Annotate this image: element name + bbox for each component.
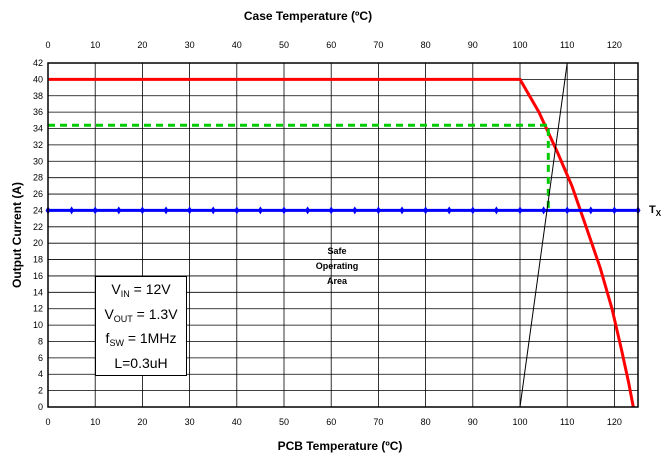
series-marker: [352, 206, 358, 215]
x-axis-title: PCB Temperature (ºC): [278, 439, 403, 453]
top-x-tick-label: 40: [232, 40, 242, 50]
y-tick-label: 20: [33, 238, 43, 248]
y-tick-label: 34: [33, 124, 43, 134]
series-marker: [564, 206, 570, 215]
y-tick-label: 36: [33, 107, 43, 117]
bottom-x-ticks: 0 10 20 30 40 50 60 70 80 90 100 110 120: [45, 417, 621, 427]
y-tick-label: 32: [33, 140, 43, 150]
series-marker: [446, 206, 452, 215]
top-x-tick-label: 120: [607, 40, 622, 50]
y-tick-label: 8: [38, 336, 43, 346]
series-marker: [139, 206, 145, 215]
x-tick-label: 10: [90, 417, 100, 427]
series-marker: [375, 206, 381, 215]
series-marker: [92, 206, 98, 215]
x-tick-label: 70: [373, 417, 383, 427]
y-tick-label: 6: [38, 353, 43, 363]
top-x-tick-label: 50: [279, 40, 289, 50]
y-tick-label: 24: [33, 205, 43, 215]
x-tick-label: 90: [468, 417, 478, 427]
y-tick-label: 30: [33, 156, 43, 166]
top-x-tick-label: 30: [185, 40, 195, 50]
series-marker: [163, 206, 169, 215]
y-tick-label: 26: [33, 189, 43, 199]
series-marker: [399, 206, 405, 215]
series-marker: [611, 206, 617, 215]
chart-title: Case Temperature (ºC): [244, 9, 372, 23]
series-marker: [541, 206, 547, 215]
y-tick-label: 2: [38, 386, 43, 396]
x-tick-label: 20: [137, 417, 147, 427]
top-x-tick-label: 20: [137, 40, 147, 50]
top-x-tick-label: 60: [326, 40, 336, 50]
series-line-4: [519, 62, 568, 408]
tx-label: TX: [649, 204, 662, 218]
series-marker: [234, 206, 240, 215]
plot-frame: [47, 62, 639, 408]
y-tick-label: 40: [33, 74, 43, 84]
top-x-tick-label: 10: [90, 40, 100, 50]
series-marker: [281, 206, 287, 215]
series-marker: [517, 206, 523, 215]
series-marker: [588, 206, 594, 215]
x-tick-label: 30: [185, 417, 195, 427]
x-tick-label: 120: [607, 417, 622, 427]
series-marker: [305, 206, 311, 215]
y-tick-label: 0: [38, 402, 43, 412]
series-marker: [257, 206, 263, 215]
top-x-tick-label: 110: [560, 40, 574, 50]
top-x-tick-label: 80: [421, 40, 431, 50]
top-x-tick-label: 90: [468, 40, 478, 50]
series-line-3: [48, 123, 550, 211]
series-marker: [493, 206, 499, 215]
y-tick-label: 22: [33, 222, 43, 232]
series-marker: [423, 206, 429, 215]
inductor-condition: L=0.3uH: [114, 355, 168, 372]
top-x-tick-label: 70: [373, 40, 383, 50]
series-marker: [116, 206, 122, 215]
operating-conditions-box: VIN = 12V VOUT = 1.3V fSW = 1MHz L=0.3uH: [95, 276, 187, 376]
x-tick-label: 60: [326, 417, 336, 427]
series-marker: [187, 206, 193, 215]
y-tick-label: 18: [33, 255, 43, 265]
y-tick-label: 10: [33, 320, 43, 330]
y-tick-label: 12: [33, 304, 43, 314]
x-tick-label: 80: [421, 417, 431, 427]
x-tick-label: 40: [232, 417, 242, 427]
y-tick-label: 38: [33, 91, 43, 101]
y-axis-title: Output Current (A): [10, 182, 24, 288]
safe-operating-area-label: Safe Operating Area: [315, 246, 359, 286]
y-tick-label: 4: [38, 369, 43, 379]
y-tick-label: 42: [33, 58, 43, 68]
series-marker: [69, 206, 75, 215]
series-line-1: [48, 77, 635, 408]
y-tick-label: 28: [33, 173, 43, 183]
series-lines: [45, 62, 641, 408]
top-x-tick-label: 100: [512, 40, 527, 50]
top-x-ticks: 0 10 20 30 40 50 60 70 80 90 100 110 120: [45, 40, 621, 50]
series-marker: [470, 206, 476, 215]
top-x-tick-label: 0: [45, 40, 50, 50]
vout-condition: VOUT = 1.3V: [104, 305, 178, 324]
vin-condition: VIN = 12V: [111, 280, 171, 299]
series-marker: [328, 206, 334, 215]
x-tick-label: 110: [560, 417, 574, 427]
series-marker: [210, 206, 216, 215]
y-tick-label: 16: [33, 271, 43, 281]
x-tick-label: 0: [45, 417, 50, 427]
x-tick-label: 100: [512, 417, 527, 427]
fsw-condition: fSW = 1MHz: [105, 330, 177, 349]
y-tick-label: 14: [33, 287, 43, 297]
x-tick-label: 50: [279, 417, 289, 427]
